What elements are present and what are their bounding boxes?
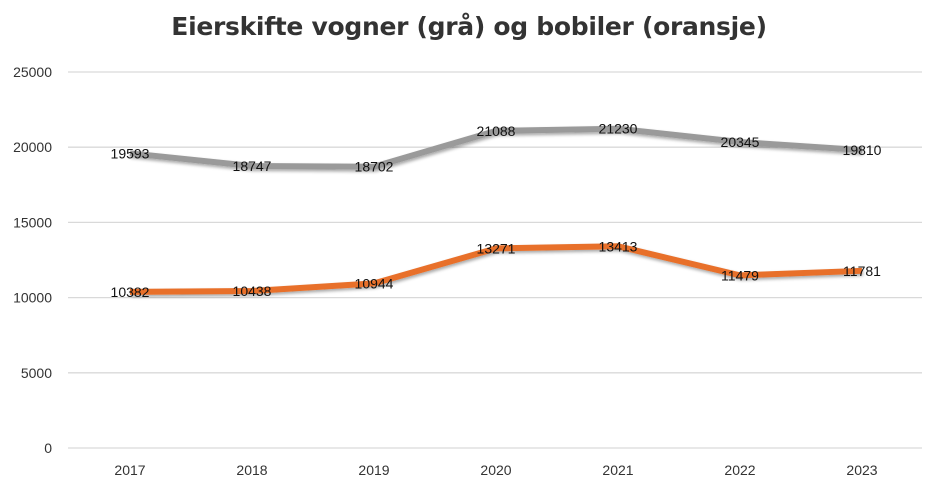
gridlines xyxy=(68,71,922,449)
series-lines xyxy=(129,125,863,295)
y-tick-label: 15000 xyxy=(13,214,52,230)
x-tick-label: 2020 xyxy=(480,462,511,478)
y-tick-label: 25000 xyxy=(13,64,52,80)
data-label-vogner: 21230 xyxy=(599,121,638,137)
data-label-bobiler: 10944 xyxy=(355,275,394,291)
y-tick-label: 20000 xyxy=(13,139,52,155)
data-label-vogner: 19593 xyxy=(111,145,150,161)
data-label-vogner: 18702 xyxy=(355,159,394,175)
x-tick-label: 2022 xyxy=(724,462,755,478)
data-label-bobiler: 11479 xyxy=(721,267,759,283)
x-tick-label: 2018 xyxy=(236,462,267,478)
data-label-bobiler: 11781 xyxy=(843,263,881,279)
data-label-bobiler: 10438 xyxy=(233,283,272,299)
x-axis-ticks: 2017 2018 2019 2020 2021 2022 2023 xyxy=(114,462,877,478)
data-label-vogner: 20345 xyxy=(721,134,760,150)
data-label-bobiler: 13271 xyxy=(477,240,516,256)
y-tick-label: 5000 xyxy=(21,365,52,381)
x-tick-label: 2019 xyxy=(358,462,389,478)
data-label-vogner: 19810 xyxy=(843,142,882,158)
data-label-vogner: 18747 xyxy=(233,158,272,174)
data-label-bobiler: 13413 xyxy=(599,238,638,254)
x-tick-label: 2017 xyxy=(114,462,145,478)
chart-title: Eierskifte vogner (grå) og bobiler (oran… xyxy=(171,12,767,41)
data-labels: 19593 18747 18702 21088 21230 20345 19810 10382… xyxy=(111,121,882,300)
data-label-bobiler: 10382 xyxy=(111,284,150,300)
y-axis-ticks: 0 5000 10000 15000 20000 25000 xyxy=(13,64,52,456)
data-label-vogner: 21088 xyxy=(477,123,516,139)
series-line-bobiler xyxy=(129,243,863,295)
x-tick-label: 2023 xyxy=(846,462,877,478)
x-tick-label: 2021 xyxy=(602,462,633,478)
y-tick-label: 0 xyxy=(44,440,52,456)
series-line-vogner xyxy=(129,125,863,170)
y-tick-label: 10000 xyxy=(13,290,52,306)
